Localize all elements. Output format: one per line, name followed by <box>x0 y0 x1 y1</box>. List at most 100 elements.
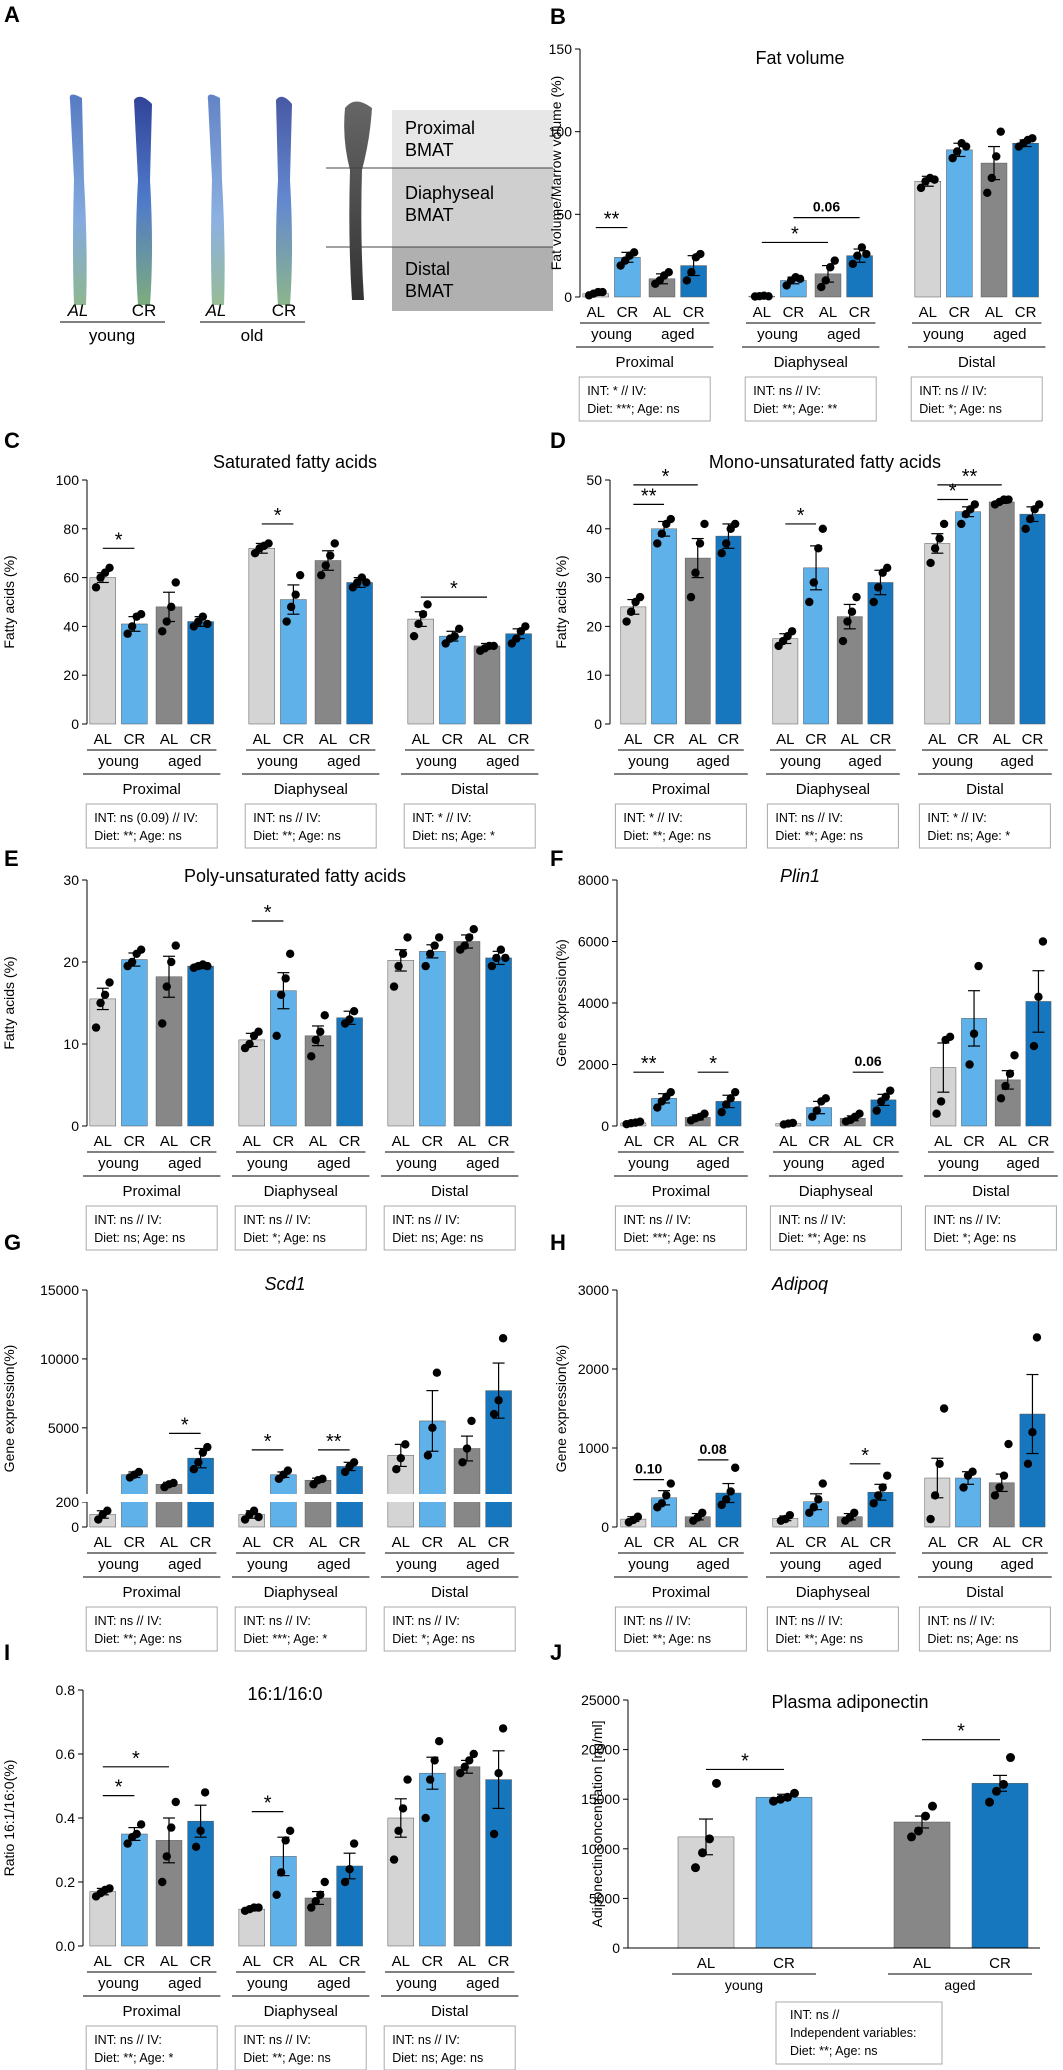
y-tick-label: 50 <box>586 472 602 488</box>
condition-label: CR <box>349 731 371 748</box>
y-tick-label: 5000 <box>48 1420 79 1436</box>
data-point <box>425 1775 435 1784</box>
data-point <box>666 1087 675 1097</box>
significance-label: * <box>662 466 670 488</box>
data-point <box>434 933 444 942</box>
data-point <box>198 612 208 621</box>
condition-label: CR <box>617 304 639 321</box>
bar <box>270 990 297 1127</box>
y-tick-label: 0 <box>594 716 602 732</box>
stats-box <box>614 803 747 849</box>
panel-letter: F <box>550 846 563 871</box>
bar <box>453 1766 481 1947</box>
condition-label: CR <box>190 1534 212 1551</box>
data-point <box>1005 1069 1015 1078</box>
data-point <box>492 953 501 963</box>
stats-line: INT: ns // IV: <box>775 1614 843 1628</box>
significance-label: ** <box>326 1431 342 1453</box>
data-point <box>136 1820 146 1829</box>
panel-letter: D <box>550 428 566 453</box>
bar <box>439 635 466 725</box>
data-point <box>633 1512 643 1521</box>
y-tick-label: 10 <box>63 1036 79 1052</box>
bone-cr-old <box>276 96 292 305</box>
bar <box>89 577 117 725</box>
panel-letter: J <box>550 1640 562 1665</box>
data-point <box>926 558 935 568</box>
y-tick-label: 0 <box>71 1118 79 1134</box>
data-point <box>726 1094 735 1103</box>
data-point <box>1034 992 1043 1002</box>
y-tick-label: 0.8 <box>56 1682 76 1698</box>
age-label: aged <box>466 1155 499 1172</box>
region-label-line: Diaphyseal <box>405 183 494 203</box>
data-point <box>91 1023 101 1032</box>
data-point <box>1038 937 1048 946</box>
y-tick-label: 0 <box>601 1519 609 1535</box>
condition-label: CR <box>190 1953 212 1970</box>
y-tick-label: 15000 <box>581 1791 620 1807</box>
data-point <box>961 142 971 151</box>
bar <box>1019 513 1046 725</box>
significance-label: * <box>709 1053 717 1075</box>
y-tick-label: 40 <box>63 618 79 634</box>
data-point <box>969 1029 979 1038</box>
stats-box <box>85 803 218 849</box>
data-point <box>814 544 823 553</box>
condition-label: AL <box>458 1953 476 1970</box>
condition-label: CR <box>653 1534 675 1551</box>
age-label: young <box>923 326 964 343</box>
data-point <box>421 1813 430 1823</box>
chart-title: Plin1 <box>780 866 820 886</box>
condition-label: AL <box>458 1534 476 1551</box>
region-label: Distal <box>431 1183 469 1200</box>
region-label-line: BMAT <box>405 205 454 225</box>
data-point <box>769 1796 778 1806</box>
data-point <box>158 1877 167 1887</box>
bar <box>684 557 711 725</box>
data-point <box>501 953 510 963</box>
chart-c: C Saturated fatty acids 0 20 40 60 80 100 Fatty … <box>1 428 539 849</box>
condition-label: CR <box>849 304 871 321</box>
region-label: Proximal <box>123 1183 181 1200</box>
stats-box <box>85 1205 218 1251</box>
region-label: Distal <box>966 781 1004 798</box>
data-point <box>722 1495 731 1504</box>
bone-al-old <box>207 94 225 305</box>
data-point <box>521 622 530 631</box>
data-point <box>826 263 835 272</box>
stats-box <box>578 376 711 422</box>
data-point <box>389 1855 399 1864</box>
condition-label: AL <box>243 1133 261 1150</box>
data-point <box>320 1011 329 1020</box>
significance-label: * <box>115 529 123 551</box>
condition-label: AL <box>243 1534 261 1551</box>
y-tick-label: 50 <box>556 206 572 222</box>
data-point <box>1032 1333 1042 1342</box>
data-point <box>921 1811 930 1821</box>
age-label: young <box>257 753 298 770</box>
data-point <box>281 974 290 983</box>
stats-line: INT: ns // IV: <box>392 2033 460 2047</box>
data-point <box>855 1109 864 1118</box>
data-point <box>1001 1081 1010 1091</box>
age-label: aged <box>944 1977 975 1993</box>
condition-label: AL <box>392 1133 410 1150</box>
data-point <box>812 1106 821 1115</box>
bar <box>304 1035 332 1127</box>
significance-label: * <box>181 1414 189 1436</box>
condition-label: CR <box>488 1133 510 1150</box>
data-point <box>450 631 459 641</box>
data-point <box>635 1117 645 1126</box>
chart-title: Mono-unsaturated fatty acids <box>709 452 941 472</box>
data-point <box>983 188 992 198</box>
data-point <box>394 1826 403 1836</box>
data-point <box>787 627 797 636</box>
data-point <box>286 602 296 612</box>
significance-label: * <box>450 578 458 600</box>
data-point <box>1028 134 1037 143</box>
data-point <box>162 617 171 626</box>
bar <box>946 149 973 298</box>
data-point <box>996 1094 1006 1103</box>
data-point <box>307 1903 316 1912</box>
